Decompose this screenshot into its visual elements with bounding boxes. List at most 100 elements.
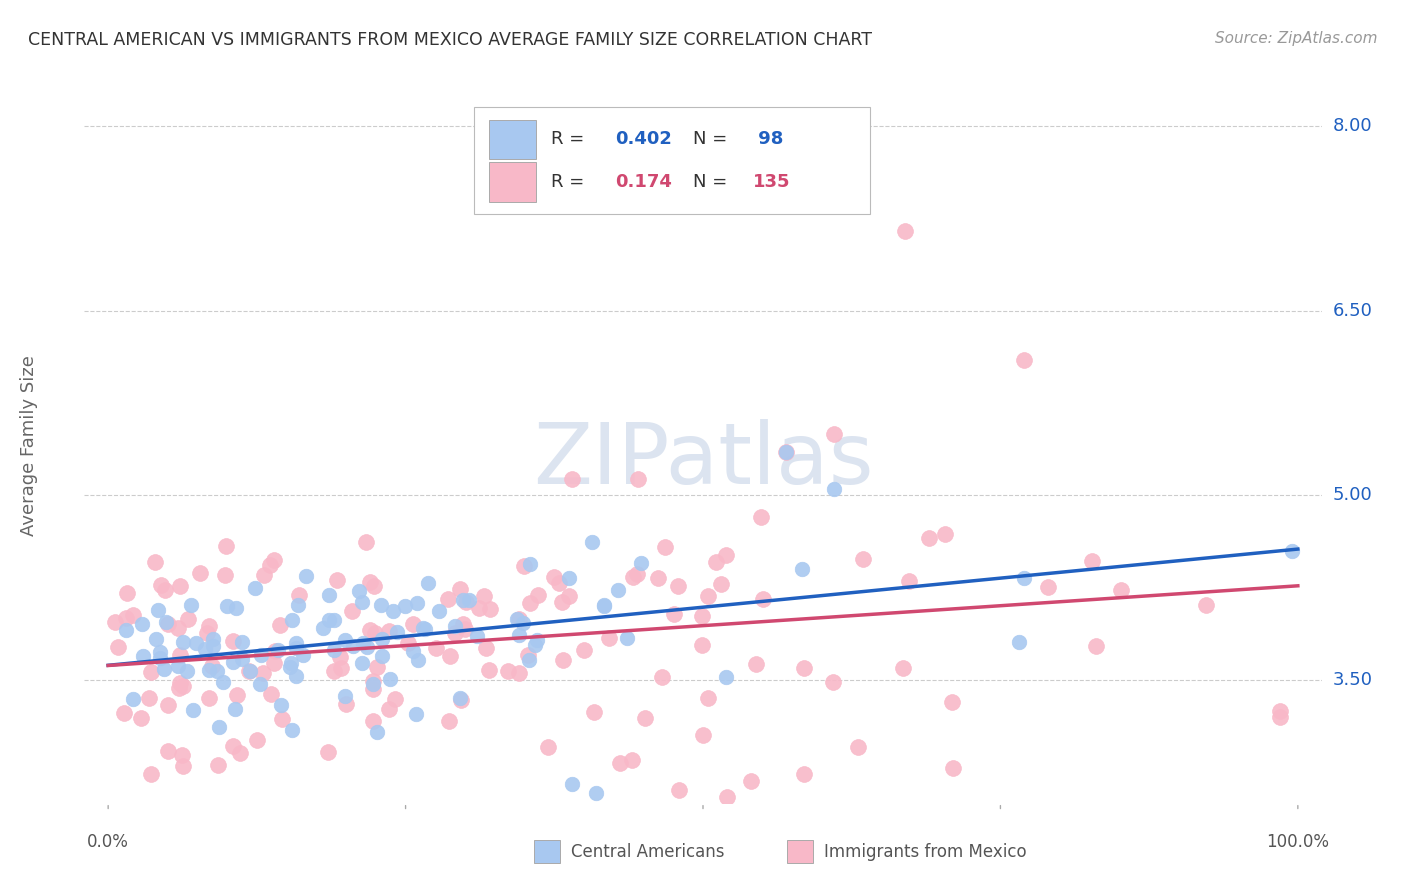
Point <box>468 601 491 615</box>
Point <box>284 635 307 649</box>
Point <box>198 664 221 678</box>
Point <box>157 616 180 631</box>
Point <box>444 618 467 632</box>
Text: 100.0%: 100.0% <box>1267 833 1329 851</box>
Point <box>558 589 581 603</box>
Point <box>208 720 231 734</box>
Point <box>172 759 194 773</box>
Point <box>585 786 607 800</box>
Point <box>284 641 307 656</box>
Point <box>478 664 501 678</box>
Point <box>114 706 136 720</box>
Point <box>716 670 738 684</box>
Point <box>620 753 643 767</box>
Text: 135: 135 <box>752 173 790 191</box>
Point <box>934 527 956 541</box>
Point <box>287 599 309 613</box>
Point <box>333 689 356 703</box>
Point <box>710 577 733 591</box>
Point <box>259 558 281 572</box>
Point <box>354 535 377 549</box>
Point <box>517 653 540 667</box>
Point <box>252 666 274 681</box>
Point <box>184 636 207 650</box>
Point <box>132 648 155 663</box>
Point <box>606 583 628 598</box>
Point <box>550 595 572 609</box>
Point <box>329 649 352 664</box>
Point <box>270 698 292 712</box>
Point <box>508 665 530 680</box>
Point <box>221 655 243 669</box>
Text: R =: R = <box>551 173 596 191</box>
Point <box>523 638 546 652</box>
Point <box>519 596 541 610</box>
Point <box>537 740 560 755</box>
Point <box>558 571 581 585</box>
Point <box>402 643 425 657</box>
Point <box>201 639 224 653</box>
Point <box>131 616 153 631</box>
Point <box>508 612 530 626</box>
Point <box>630 556 652 570</box>
Point <box>475 640 498 655</box>
Point <box>149 645 172 659</box>
Point <box>250 648 273 662</box>
Text: Average Family Size: Average Family Size <box>20 356 38 536</box>
Point <box>238 664 260 678</box>
Point <box>198 618 221 632</box>
Point <box>170 747 193 762</box>
Point <box>1268 709 1291 723</box>
Point <box>198 691 221 706</box>
Point <box>312 621 335 635</box>
Point <box>651 670 673 684</box>
Point <box>146 603 169 617</box>
Point <box>450 693 472 707</box>
Point <box>169 675 191 690</box>
Point <box>626 567 648 582</box>
Point <box>246 733 269 747</box>
Text: Immigrants from Mexico: Immigrants from Mexico <box>824 843 1026 861</box>
Point <box>359 574 381 589</box>
Point <box>512 615 534 630</box>
Point <box>792 562 814 576</box>
Point <box>347 583 370 598</box>
Point <box>465 629 488 643</box>
Text: 6.50: 6.50 <box>1333 301 1372 319</box>
Point <box>704 555 727 569</box>
Point <box>609 756 631 771</box>
Point <box>202 632 225 646</box>
Point <box>823 675 845 690</box>
Point <box>180 598 202 612</box>
Point <box>243 581 266 595</box>
Point <box>333 632 356 647</box>
Point <box>451 593 474 607</box>
Point <box>942 761 965 775</box>
Point <box>425 640 447 655</box>
Point <box>323 642 346 657</box>
Text: Source: ZipAtlas.com: Source: ZipAtlas.com <box>1215 31 1378 46</box>
Point <box>131 711 153 725</box>
Point <box>508 628 530 642</box>
Point <box>231 634 253 648</box>
Point <box>260 687 283 701</box>
Point <box>176 612 198 626</box>
Point <box>370 598 392 612</box>
Point <box>169 648 191 663</box>
Point <box>201 659 224 673</box>
FancyBboxPatch shape <box>474 107 870 214</box>
Point <box>270 713 292 727</box>
Point <box>690 639 713 653</box>
Point <box>288 588 311 602</box>
Bar <box>489 162 536 202</box>
Point <box>157 744 180 758</box>
Text: 8.00: 8.00 <box>1333 117 1372 135</box>
Point <box>292 648 315 662</box>
Text: 98: 98 <box>752 130 785 148</box>
Point <box>340 604 363 618</box>
Point <box>519 557 541 571</box>
Point <box>115 623 138 637</box>
Point <box>350 595 373 609</box>
Point <box>172 635 194 649</box>
Point <box>894 224 917 238</box>
